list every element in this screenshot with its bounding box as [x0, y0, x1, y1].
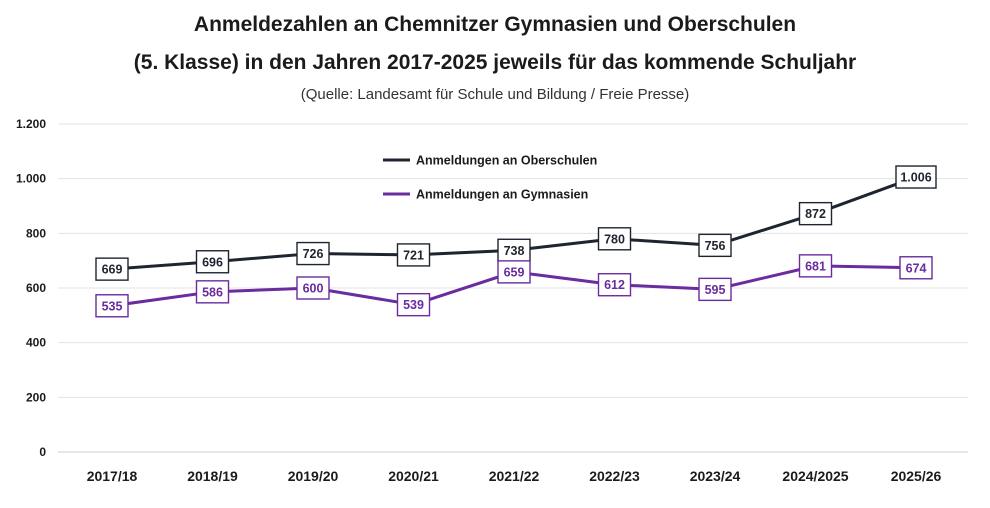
- legend-label-oberschulen: Anmeldungen an Oberschulen: [416, 154, 597, 168]
- legend-entry-oberschulen: Anmeldungen an Oberschulen: [383, 154, 597, 168]
- data-label-text-gymnasien-5: 612: [604, 278, 625, 292]
- x-tick-label-8: 2025/26: [891, 468, 942, 484]
- grid-lines: [58, 123, 968, 453]
- data-label-box-gymnasien-5: [597, 273, 632, 297]
- y-tick-label-600: 600: [26, 281, 46, 295]
- y-tick-label-400: 400: [26, 336, 46, 350]
- data-label-box-oberschulen-1: [195, 250, 230, 274]
- data-label-gymnasien-1: 586: [195, 280, 230, 304]
- data-label-text-gymnasien-7: 681: [805, 259, 826, 273]
- data-label-text-gymnasien-3: 539: [403, 298, 424, 312]
- data-label-box-gymnasien-8: [899, 256, 933, 280]
- data-label-gymnasien-2: 600: [296, 276, 330, 300]
- data-label-oberschulen-4: 738: [497, 238, 531, 262]
- data-label-oberschulen-0: 669: [95, 257, 129, 281]
- data-label-gymnasien-5: 612: [597, 273, 632, 297]
- data-labels: 669 696 726 721 738 780 756 872 1.006 535 586 600 53…: [95, 165, 937, 318]
- data-label-box-oberschulen-2: [296, 241, 330, 266]
- data-label-gymnasien-8: 674: [899, 256, 933, 280]
- data-label-text-oberschulen-6: 756: [705, 239, 726, 253]
- data-label-text-gymnasien-4: 659: [504, 265, 525, 279]
- data-label-text-oberschulen-0: 669: [102, 263, 123, 277]
- data-label-box-oberschulen-8: [895, 165, 937, 189]
- chart-title-line-1: Anmeldezahlen an Chemnitzer Gymnasien un…: [194, 13, 796, 36]
- data-label-text-gymnasien-8: 674: [906, 261, 927, 275]
- y-axis-tick-labels: 0 200 400 600 800 1.000 1.200: [16, 117, 46, 459]
- data-label-oberschulen-1: 696: [195, 250, 230, 274]
- data-label-box-oberschulen-6: [698, 233, 732, 258]
- data-label-gymnasien-6: 595: [698, 277, 732, 302]
- data-label-box-gymnasien-0: [95, 294, 129, 318]
- data-label-box-gymnasien-3: [396, 292, 431, 317]
- data-label-text-oberschulen-5: 780: [604, 232, 625, 246]
- data-label-oberschulen-5: 780: [597, 227, 632, 251]
- data-label-box-gymnasien-4: [497, 260, 531, 284]
- data-label-text-oberschulen-7: 872: [805, 207, 826, 221]
- legend-entry-gymnasien: Anmeldungen an Gymnasien: [383, 188, 588, 202]
- y-tick-label-0: 0: [39, 445, 46, 459]
- data-label-gymnasien-0: 535: [95, 294, 129, 318]
- data-label-text-oberschulen-4: 738: [504, 244, 525, 258]
- x-tick-label-6: 2023/24: [690, 468, 741, 484]
- data-label-text-oberschulen-8: 1.006: [900, 171, 931, 185]
- legend: Anmeldungen an Oberschulen Anmeldungen a…: [383, 154, 597, 202]
- x-tick-label-4: 2021/22: [489, 468, 540, 484]
- data-label-text-oberschulen-1: 696: [202, 255, 223, 269]
- data-label-box-oberschulen-7: [798, 201, 833, 226]
- x-tick-label-1: 2018/19: [187, 468, 238, 484]
- data-label-oberschulen-2: 726: [296, 241, 330, 266]
- data-label-box-oberschulen-3: [396, 243, 431, 267]
- data-label-oberschulen-6: 756: [698, 233, 732, 258]
- x-tick-label-3: 2020/21: [388, 468, 439, 484]
- data-label-oberschulen-7: 872: [798, 201, 833, 226]
- data-label-text-gymnasien-6: 595: [705, 283, 726, 297]
- y-tick-label-200: 200: [26, 390, 46, 404]
- x-axis-tick-labels: 2017/18 2018/19 2019/20 2020/21 2021/22 2022/…: [87, 468, 942, 484]
- x-tick-label-5: 2022/23: [589, 468, 640, 484]
- data-label-box-gymnasien-2: [296, 276, 330, 300]
- data-label-text-oberschulen-3: 721: [403, 248, 424, 262]
- data-label-box-oberschulen-0: [95, 257, 129, 281]
- y-tick-label-1000: 1.000: [16, 172, 46, 186]
- data-label-gymnasien-3: 539: [396, 292, 431, 317]
- data-label-oberschulen-8: 1.006: [895, 165, 937, 189]
- data-label-gymnasien-4: 659: [497, 260, 531, 284]
- y-tick-label-800: 800: [26, 226, 46, 240]
- data-label-box-gymnasien-1: [195, 280, 230, 304]
- data-label-gymnasien-7: 681: [798, 254, 833, 278]
- data-label-box-gymnasien-6: [698, 277, 732, 302]
- data-label-box-oberschulen-5: [597, 227, 632, 251]
- data-label-text-gymnasien-1: 586: [202, 285, 223, 299]
- x-tick-label-0: 2017/18: [87, 468, 138, 484]
- data-label-box-gymnasien-7: [798, 254, 833, 278]
- chart-subtitle: (Quelle: Landesamt für Schule und Bildun…: [301, 86, 690, 103]
- x-tick-label-2: 2019/20: [288, 468, 339, 484]
- data-label-text-gymnasien-0: 535: [102, 299, 123, 313]
- data-label-text-gymnasien-2: 600: [303, 282, 324, 296]
- chart-title-line-2: (5. Klasse) in den Jahren 2017-2025 jewe…: [134, 51, 856, 74]
- x-tick-label-7: 2024/2025: [782, 468, 848, 484]
- y-tick-label-1200: 1.200: [16, 117, 46, 131]
- legend-label-gymnasien: Anmeldungen an Gymnasien: [416, 188, 588, 202]
- data-label-text-oberschulen-2: 726: [303, 247, 324, 261]
- data-label-oberschulen-3: 721: [396, 243, 431, 267]
